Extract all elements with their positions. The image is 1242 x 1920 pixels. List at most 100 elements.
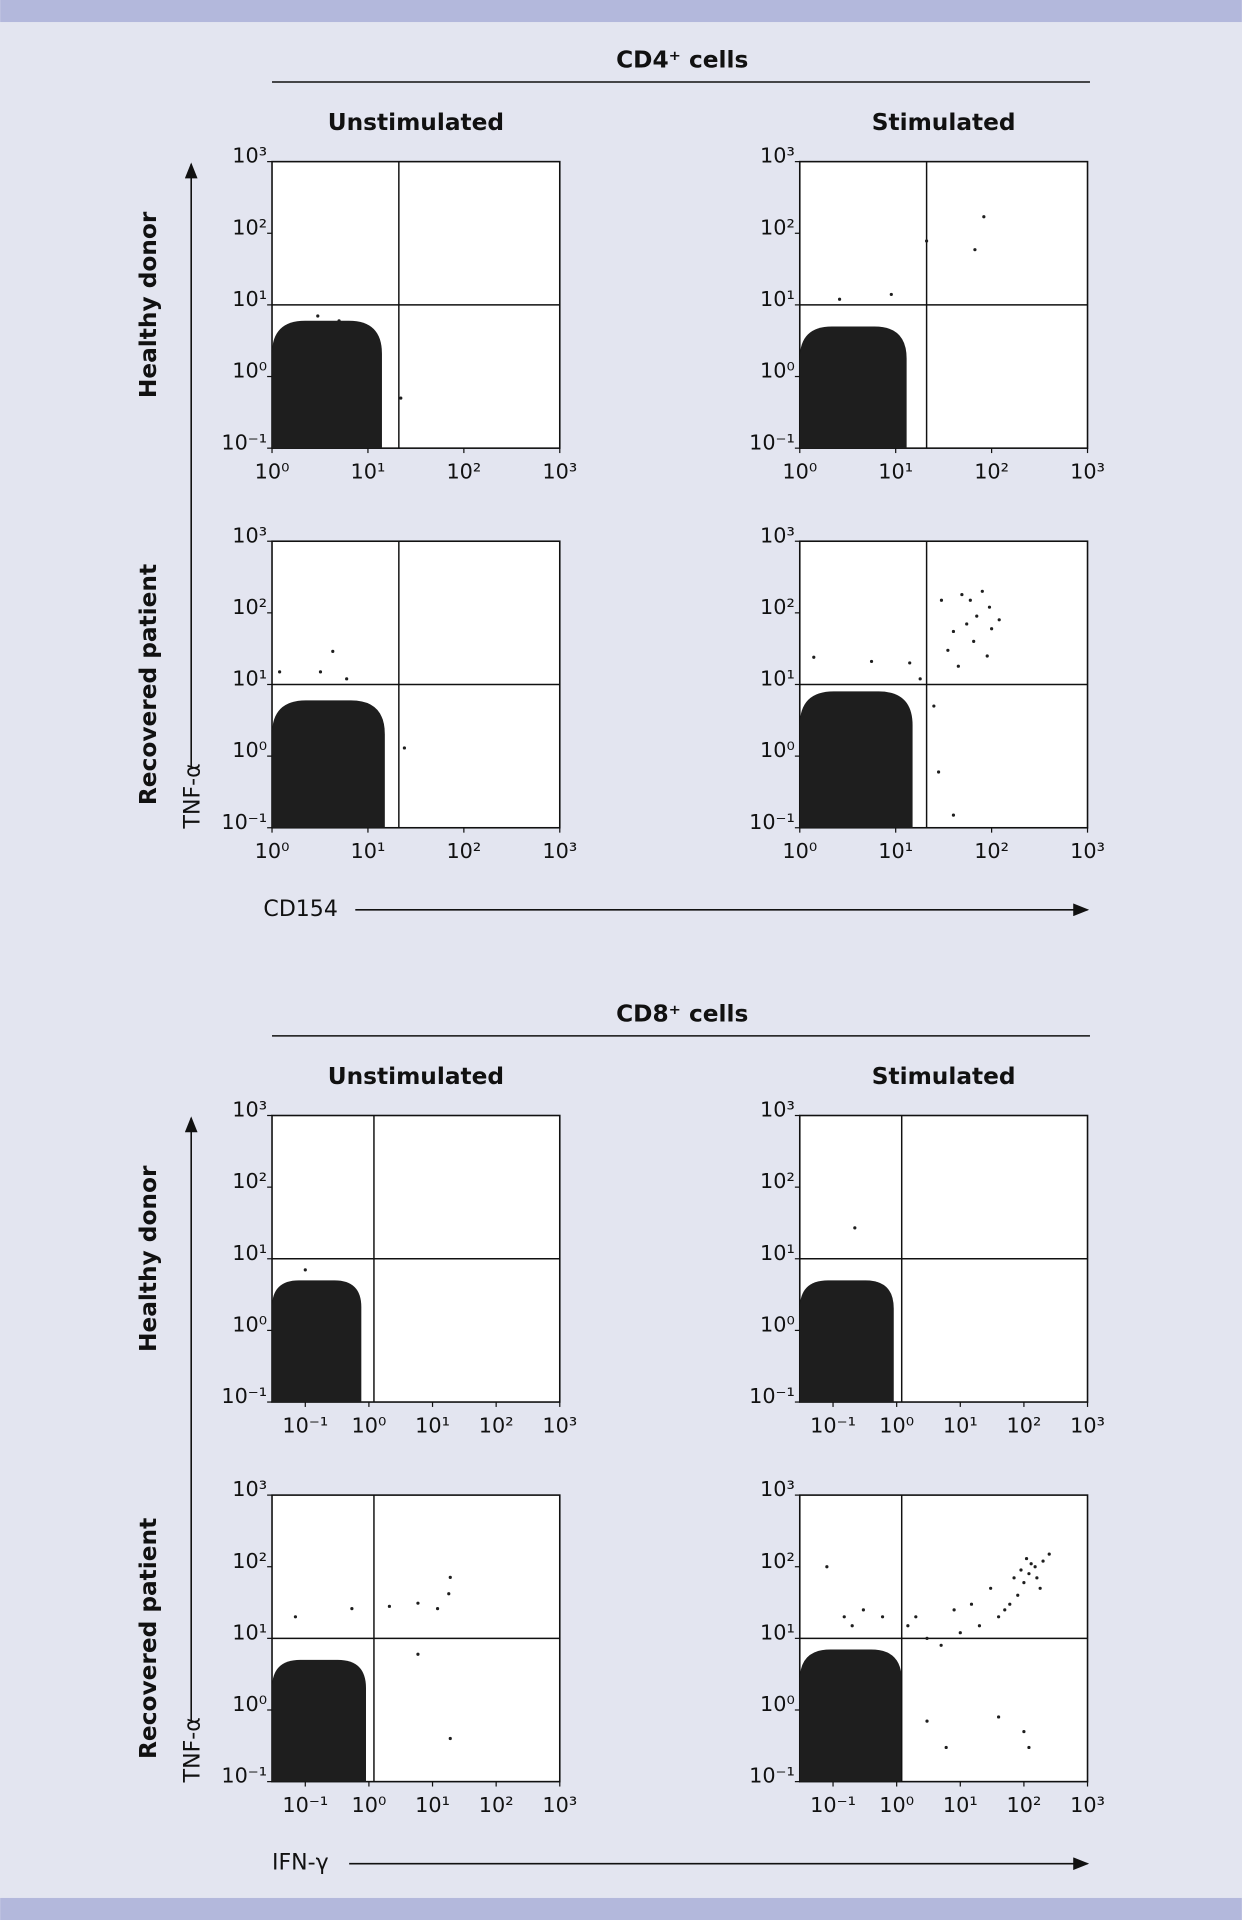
event — [850, 1624, 854, 1628]
event — [416, 1652, 420, 1656]
x-tick-label: 10³ — [1070, 839, 1105, 863]
y-tick-label: 10³ — [760, 523, 795, 547]
top-band — [0, 0, 1242, 23]
x-tick-label: 10² — [974, 460, 1009, 484]
x-tick-label: 10⁰ — [255, 460, 290, 484]
y-tick-label: 10² — [232, 215, 267, 239]
y-tick-label: 10² — [760, 1169, 795, 1193]
event — [989, 1586, 993, 1590]
x-tick-label: 10² — [479, 1793, 514, 1817]
event — [997, 618, 1001, 622]
x-tick-label: 10⁻¹ — [282, 1414, 328, 1438]
event — [1038, 1586, 1042, 1590]
row-label: Healthy donor — [135, 1165, 162, 1352]
event — [1003, 1608, 1007, 1612]
x-tick-label: 10⁰ — [352, 1414, 387, 1438]
y-tick-label: 10² — [760, 215, 795, 239]
event — [932, 704, 936, 708]
y-tick-label: 10⁻¹ — [749, 810, 795, 834]
y-tick-label: 10³ — [232, 1477, 267, 1501]
x-tick-label: 10² — [446, 460, 481, 484]
y-tick-label: 10² — [760, 595, 795, 619]
event — [944, 1745, 948, 1750]
event — [316, 314, 320, 318]
y-tick-label: 10⁰ — [760, 1313, 795, 1337]
x-tick-label: 10¹ — [415, 1793, 450, 1817]
y-tick-label: 10³ — [760, 1098, 795, 1122]
column-title: Stimulated — [872, 1063, 1016, 1090]
event — [350, 1607, 354, 1611]
x-tick-label: 10³ — [1070, 1414, 1105, 1438]
x-axis-label: CD154 — [263, 897, 337, 922]
event — [337, 319, 341, 323]
dense-population — [799, 1649, 902, 1782]
x-tick-label: 10¹ — [351, 839, 386, 863]
event — [837, 297, 842, 301]
y-tick-label: 10¹ — [232, 1241, 267, 1265]
event — [956, 664, 960, 668]
y-tick-label: 10¹ — [760, 1620, 795, 1644]
event — [875, 1674, 880, 1678]
event — [951, 813, 956, 817]
event — [958, 1631, 962, 1635]
event — [939, 1643, 943, 1647]
y-tick-label: 10² — [232, 1169, 267, 1193]
y-tick-label: 10⁻¹ — [749, 1764, 795, 1788]
event — [925, 239, 929, 243]
x-tick-label: 10¹ — [943, 1414, 978, 1438]
x-tick-label: 10⁰ — [255, 839, 290, 863]
y-tick-label: 10⁰ — [760, 738, 795, 762]
event — [925, 1719, 929, 1723]
event — [946, 648, 950, 652]
event — [447, 1592, 451, 1596]
y-tick-label: 10³ — [232, 144, 267, 168]
y-tick-label: 10⁻¹ — [749, 1384, 795, 1408]
y-tick-label: 10⁰ — [232, 1692, 267, 1716]
y-tick-label: 10¹ — [760, 667, 795, 691]
dense-population — [799, 326, 907, 449]
event — [975, 614, 979, 618]
column-title: Stimulated — [872, 109, 1016, 136]
x-tick-label: 10⁰ — [879, 1793, 914, 1817]
event — [965, 622, 969, 626]
event — [435, 1607, 440, 1611]
y-tick-label: 10¹ — [760, 287, 795, 311]
event — [448, 1575, 452, 1579]
event — [985, 654, 989, 658]
x-tick-label: 10¹ — [415, 1414, 450, 1438]
y-tick-label: 10⁻¹ — [749, 430, 795, 454]
event — [1019, 1568, 1023, 1572]
event — [825, 1565, 829, 1569]
y-tick-label: 10⁰ — [232, 1313, 267, 1337]
y-tick-label: 10² — [232, 595, 267, 619]
event — [908, 661, 912, 665]
event — [987, 605, 992, 609]
y-tick-label: 10³ — [760, 1477, 795, 1501]
event — [990, 627, 994, 631]
event — [977, 1624, 982, 1628]
x-tick-label: 10² — [1007, 1414, 1042, 1438]
y-tick-label: 10⁻¹ — [221, 1384, 267, 1408]
y-tick-label: 10⁻¹ — [221, 810, 267, 834]
x-tick-label: 10² — [479, 1414, 514, 1438]
x-tick-label: 10⁰ — [879, 1414, 914, 1438]
event — [1047, 1552, 1051, 1556]
event — [812, 655, 816, 659]
dense-population — [272, 1659, 366, 1782]
event — [1024, 1556, 1029, 1561]
event — [936, 770, 941, 774]
event — [982, 215, 986, 219]
event — [880, 1615, 885, 1619]
dense-population — [272, 1280, 362, 1403]
y-tick-label: 10¹ — [232, 1620, 267, 1644]
x-axis-label: IFN-γ — [272, 1851, 329, 1876]
event — [925, 1636, 929, 1640]
column-title: Unstimulated — [328, 109, 504, 136]
x-tick-label: 10³ — [1070, 460, 1105, 484]
y-tick-label: 10⁰ — [760, 359, 795, 383]
event — [996, 1615, 1001, 1619]
event — [939, 598, 944, 602]
x-tick-label: 10¹ — [351, 460, 386, 484]
y-tick-label: 10⁰ — [232, 738, 267, 762]
event — [973, 248, 977, 252]
